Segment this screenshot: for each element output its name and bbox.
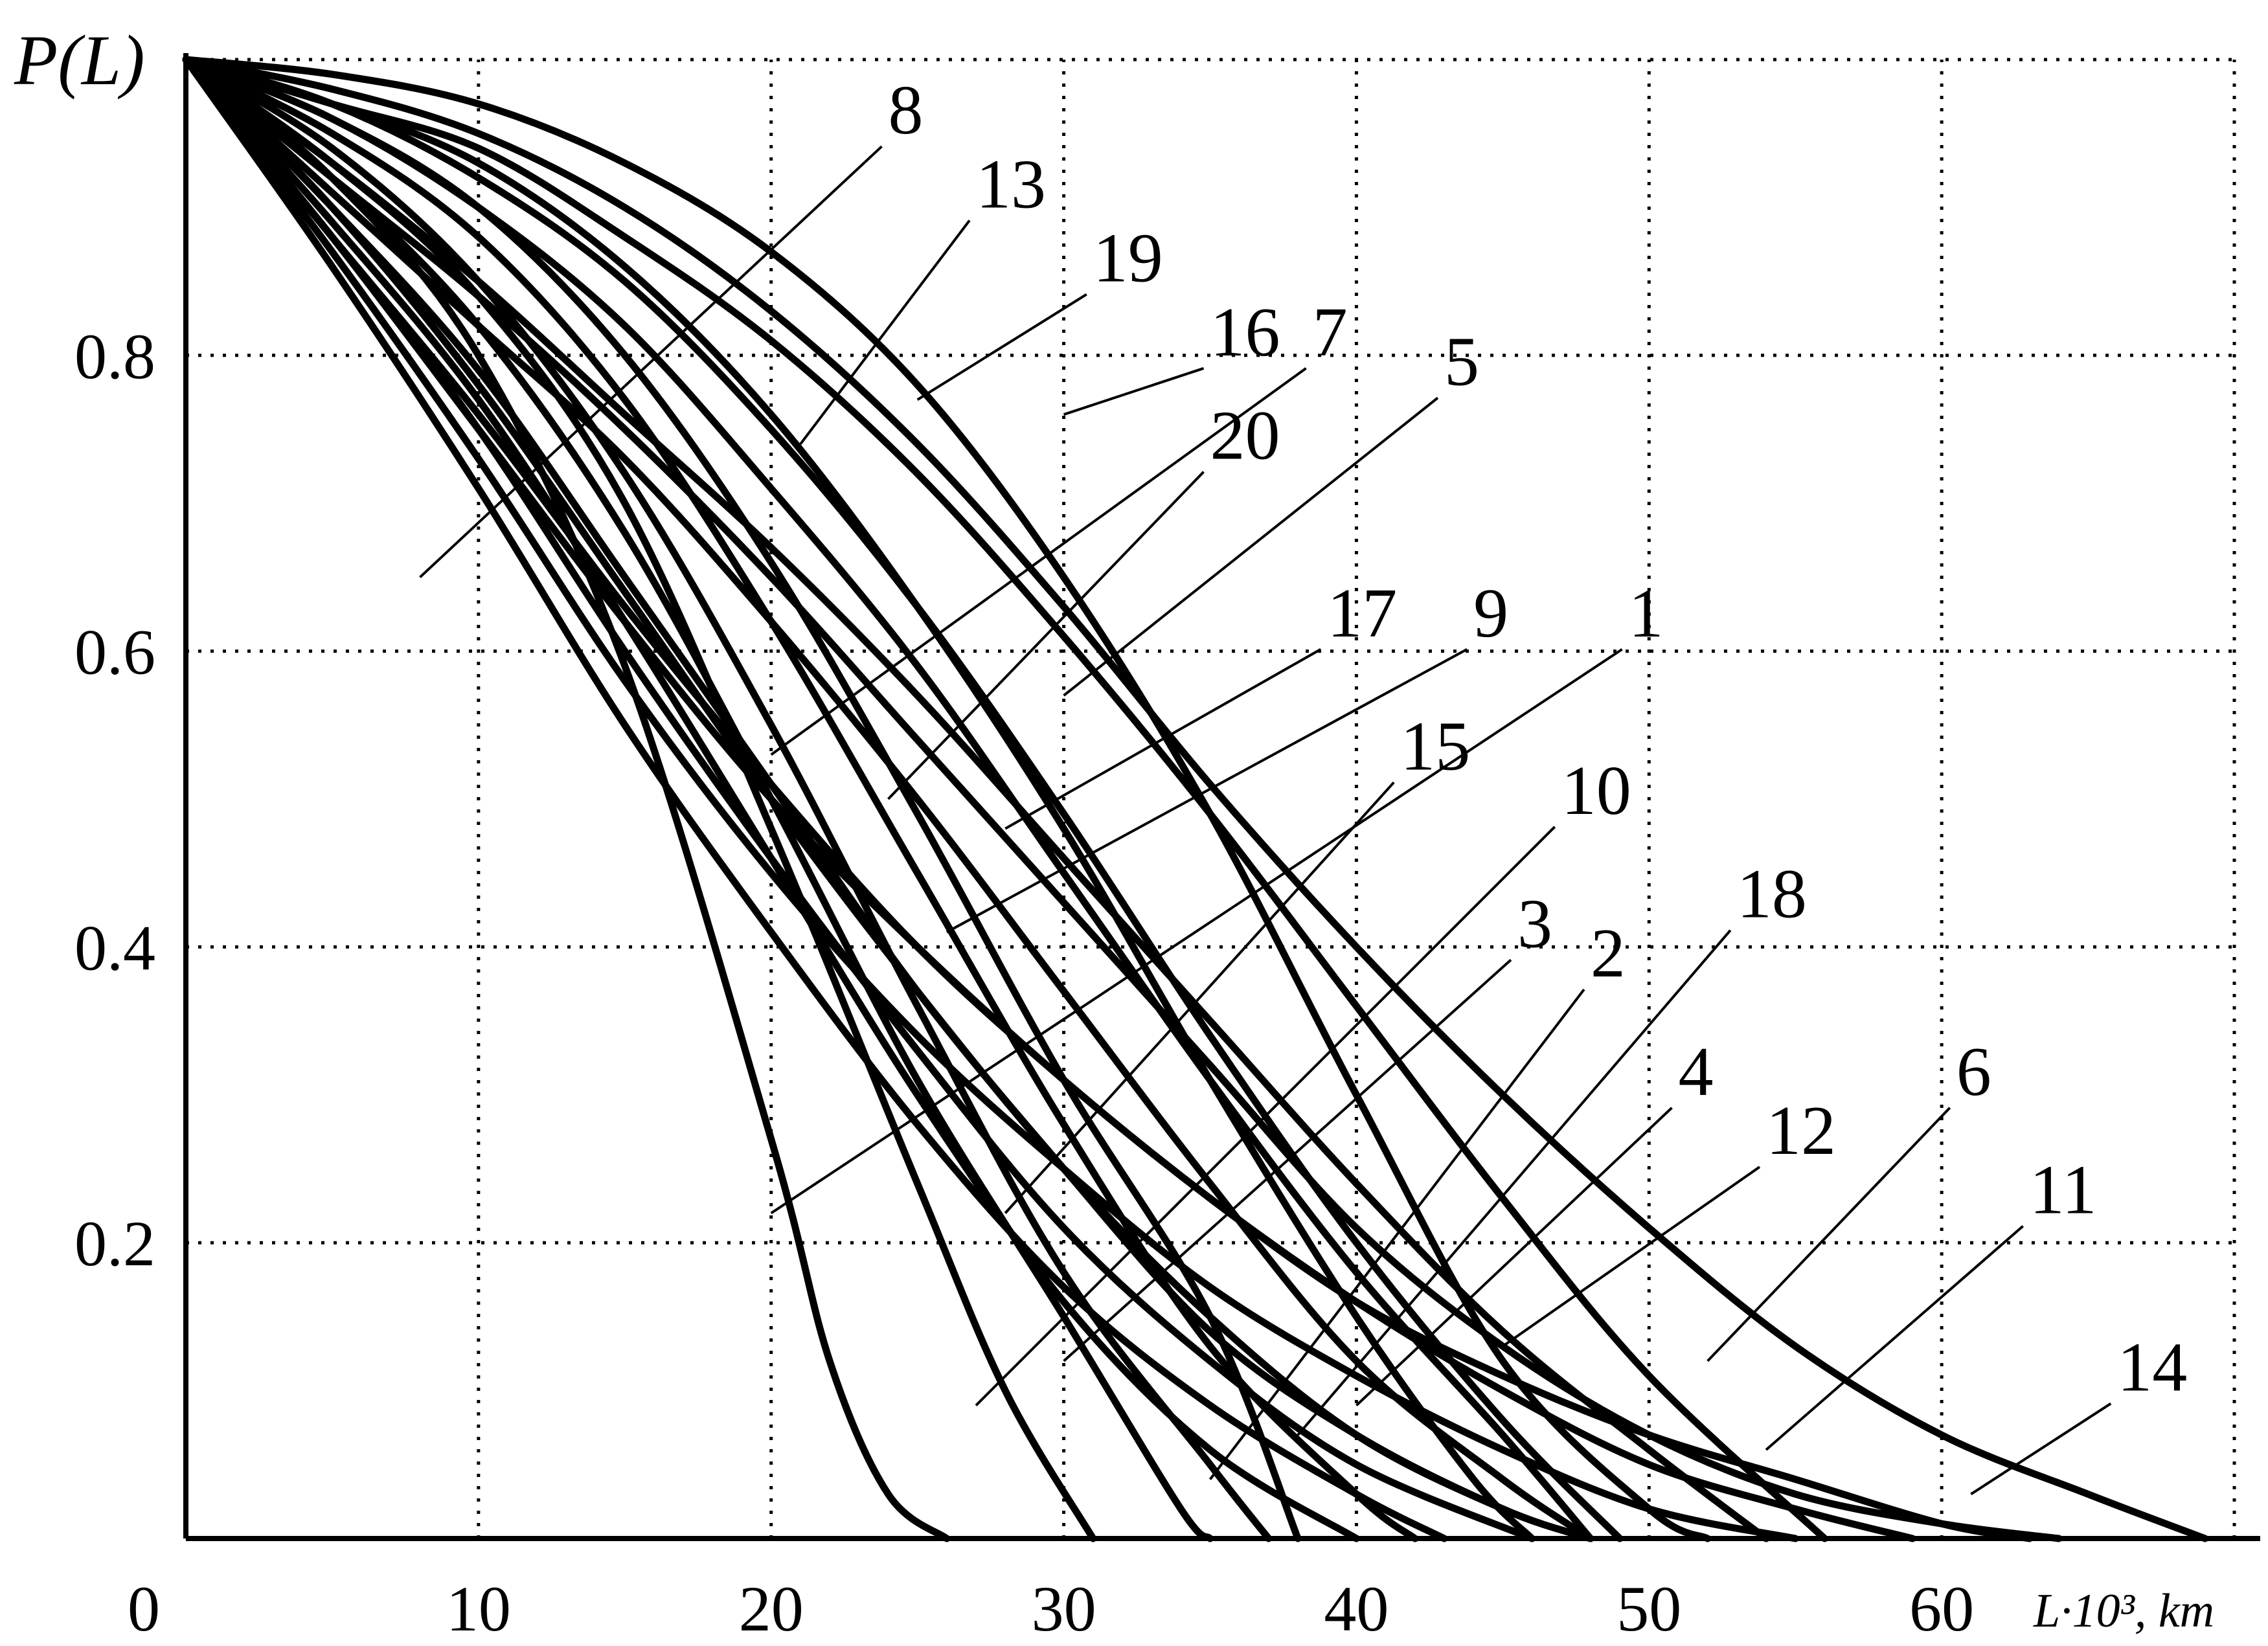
x-axis-label: L·10³, km bbox=[2033, 1584, 2214, 1638]
curve-label-14: 14 bbox=[2117, 1329, 2187, 1406]
leader-line-19 bbox=[918, 295, 1087, 400]
x-tick-label-30: 30 bbox=[1032, 1573, 1096, 1645]
curve-label-8: 8 bbox=[888, 72, 923, 149]
curve-label-3: 3 bbox=[1517, 885, 1552, 962]
x-tick-label-40: 40 bbox=[1324, 1573, 1389, 1645]
leader-line-16 bbox=[1064, 368, 1204, 414]
curve-label-9: 9 bbox=[1473, 575, 1508, 652]
x-tick-label-50: 50 bbox=[1616, 1573, 1681, 1645]
series-curve-1 bbox=[186, 60, 1766, 1539]
y-tick-label-0.6: 0.6 bbox=[74, 616, 155, 688]
x-tick-label-60: 60 bbox=[1909, 1573, 1974, 1645]
annotation-layer: 8 13 19 16 7 20 5 17 9 1 15 103 2 18 4 12 6 11 14 bbox=[420, 72, 2187, 1494]
leader-line-4 bbox=[1356, 1108, 1672, 1406]
curve-label-17: 17 bbox=[1327, 575, 1397, 652]
y-axis-label: P(L) bbox=[14, 21, 145, 100]
series-curve-unlabeled-20 bbox=[186, 60, 947, 1539]
curve-label-20: 20 bbox=[1210, 398, 1280, 475]
curve-label-19: 19 bbox=[1093, 220, 1163, 297]
series-curve-18 bbox=[186, 60, 1708, 1539]
leader-line-12 bbox=[1503, 1167, 1760, 1346]
curve-label-6: 6 bbox=[1956, 1033, 1991, 1110]
curve-label-13: 13 bbox=[976, 146, 1046, 223]
leader-line-18 bbox=[1298, 930, 1730, 1435]
curve-label-16: 16 bbox=[1210, 294, 1280, 371]
curve-label-4: 4 bbox=[1678, 1033, 1713, 1110]
curve-label-11: 11 bbox=[2030, 1152, 2097, 1229]
y-tick-label-0.8: 0.8 bbox=[74, 321, 155, 392]
x-tick-label-20: 20 bbox=[739, 1573, 804, 1645]
curve-label-2: 2 bbox=[1591, 915, 1626, 992]
curve-label-15: 15 bbox=[1400, 708, 1470, 785]
curve-label-12: 12 bbox=[1766, 1092, 1836, 1169]
curve-label-5: 5 bbox=[1444, 323, 1479, 400]
x-tick-label-0: 0 bbox=[128, 1573, 160, 1645]
leader-line-9 bbox=[947, 649, 1467, 932]
y-tick-label-0.2: 0.2 bbox=[74, 1208, 155, 1280]
y-tick-label-0.4: 0.4 bbox=[74, 912, 155, 984]
series-layer bbox=[186, 60, 2205, 1539]
curve-label-7: 7 bbox=[1313, 294, 1348, 371]
x-tick-label-10: 10 bbox=[446, 1573, 511, 1645]
curve-label-1: 1 bbox=[1629, 575, 1664, 652]
leader-line-17 bbox=[1005, 649, 1321, 829]
curve-label-10: 10 bbox=[1561, 752, 1631, 829]
leader-line-14 bbox=[1971, 1404, 2111, 1494]
curve-label-18: 18 bbox=[1737, 856, 1807, 933]
